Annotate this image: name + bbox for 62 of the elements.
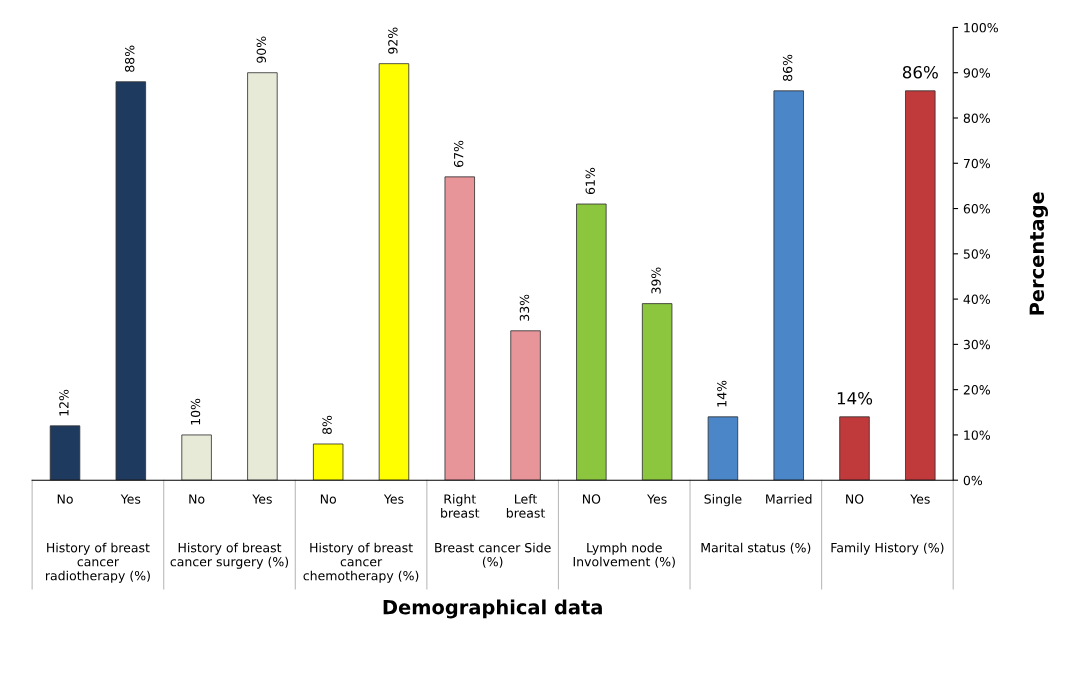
text: Marital status (%)	[701, 542, 811, 554]
data-label: 14%	[837, 391, 873, 405]
x-tick-label: Married	[766, 494, 812, 504]
data-label: 12%	[59, 389, 69, 416]
y-tick-label: 90%	[963, 68, 991, 78]
y-tick-label: 30%	[963, 339, 991, 350]
bar	[115, 81, 147, 481]
bar	[247, 72, 278, 481]
text: History of breast cancer radiotherapy (%)	[46, 542, 150, 583]
bar	[181, 434, 212, 481]
x-tick-label: NO	[846, 494, 864, 504]
x-tick-label: Yes	[383, 494, 404, 504]
data-label: 86%	[782, 54, 793, 81]
y-tick-label: 0%	[963, 475, 983, 486]
x-tick-label: Yes	[647, 494, 667, 504]
bar	[905, 90, 936, 481]
bar	[444, 176, 475, 481]
data-label: 14%	[717, 380, 727, 407]
data-label: 67%	[453, 140, 464, 167]
x-tick-label: Right breast	[441, 494, 480, 518]
y-tick-label: 80%	[963, 113, 991, 123]
data-label: 90%	[256, 36, 267, 63]
bar	[49, 425, 81, 481]
data-label: 10%	[190, 398, 201, 425]
y-tick-label: 70%	[963, 158, 991, 169]
x-tick-label: No	[189, 494, 205, 504]
bar	[641, 303, 673, 481]
y-tick-label: 40%	[963, 294, 991, 305]
x-tick-label: Yes	[910, 494, 930, 504]
y-tick-label: 100%	[964, 22, 998, 33]
x-tick-label: Left breast	[506, 494, 546, 518]
data-label: 8%	[322, 415, 332, 435]
y-tick-label: 10%	[964, 430, 991, 440]
text: Family History (%)	[831, 542, 944, 555]
x-tick-label: No	[320, 494, 336, 504]
x-tick-label: Yes	[252, 494, 272, 504]
data-label: 88%	[124, 45, 135, 72]
x-axis-title: Demographical data	[383, 599, 602, 619]
bar	[510, 330, 541, 481]
bar	[378, 63, 410, 481]
y-tick-label: 50%	[963, 249, 991, 259]
bar	[773, 90, 804, 481]
text: Lymph node Involvement (%)	[573, 542, 675, 568]
y-tick-label: 20%	[963, 385, 991, 395]
data-label: 92%	[388, 27, 398, 54]
bar	[707, 416, 739, 481]
bar	[839, 416, 870, 481]
text: Breast cancer Side (%)	[435, 542, 551, 568]
x-tick-label: No	[57, 494, 73, 504]
text: History of breast cancer surgery (%)	[170, 542, 289, 569]
data-label: 61%	[585, 167, 595, 195]
x-tick-label: NO	[582, 494, 601, 504]
data-label: 33%	[519, 294, 530, 321]
y-tick-label: 60%	[963, 204, 991, 214]
bar	[312, 443, 344, 481]
y-axis-title: Percentage	[1029, 192, 1049, 315]
x-tick-label: Yes	[120, 494, 141, 504]
x-tick-label: Single	[704, 494, 742, 507]
text: History of breast cancer chemotherapy (%)	[303, 542, 419, 583]
data-label: 39%	[651, 267, 661, 294]
data-label: 86%	[902, 65, 938, 79]
bar	[576, 203, 607, 481]
